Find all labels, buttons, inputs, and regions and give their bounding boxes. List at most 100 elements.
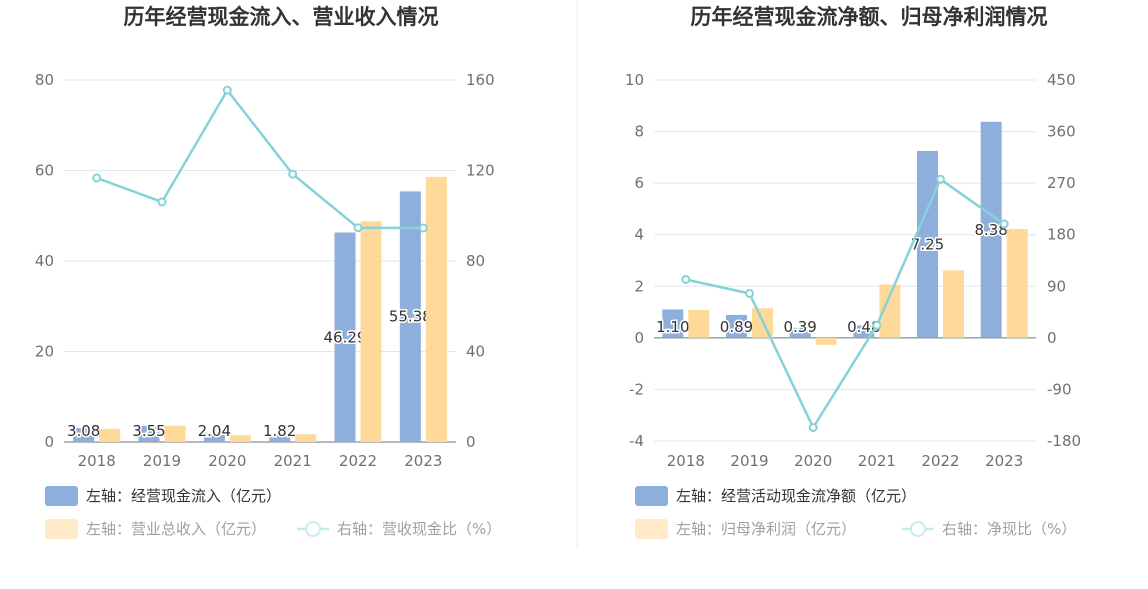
bar-secondary: [295, 434, 317, 442]
y-right-tick-label: 160: [466, 71, 495, 89]
y-right-tick-label: 90: [1047, 277, 1066, 295]
bar-primary: [334, 232, 356, 442]
y-left-tick-label: 0: [634, 329, 644, 347]
ratio-point: [353, 223, 363, 233]
ratio-point: [288, 169, 298, 179]
y-left-tick-label: 10: [625, 71, 644, 89]
ratio-point: [157, 197, 167, 207]
x-tick-label: 2020: [208, 452, 246, 470]
bar-primary: [203, 432, 225, 442]
ratio-point: [999, 219, 1009, 229]
bar-data-label: 46.29: [324, 328, 367, 346]
y-right-tick-label: -180: [1047, 432, 1081, 450]
bar-data-label: 3.08: [67, 422, 100, 440]
chart-panel-cash-inflow-revenue: 历年经营现金流入、营业收入情况 0 20 40 60 80 0 40 80 120 160 2018 2…: [35, 5, 501, 539]
x-tick-label: 2019: [143, 452, 181, 470]
chart-panel-cash-net-profit: 历年经营现金流净额、归母净利润情况 -4 -2 0 2 4 6 8 10 -180 -90 0 90 18…: [625, 5, 1081, 539]
x-tick-label: 2018: [78, 452, 116, 470]
y-left-tick-label: 40: [35, 252, 54, 270]
y-right-tick-label: 120: [466, 162, 495, 180]
ratio-point: [872, 320, 882, 330]
legend-swatch-primary-bar: [45, 486, 78, 506]
bar-primary: [138, 425, 160, 442]
ratio-point: [681, 274, 691, 284]
ratio-line: [96, 87, 424, 230]
bar-primary: [269, 433, 291, 442]
bar-data-label: 7.25: [911, 235, 944, 253]
y-right-tick-label: 450: [1047, 71, 1076, 89]
y-left-tick-label: 8: [634, 123, 644, 141]
x-tick-label: 2018: [667, 452, 705, 470]
y-left-tick-label: 80: [35, 71, 54, 89]
legend-label-secondary-bar: 左轴：营业总收入（亿元）: [86, 520, 266, 538]
bar-data-label: 1.10: [656, 318, 689, 336]
x-tick-label: 2020: [794, 452, 832, 470]
legend-swatch-secondary-bar: [635, 519, 668, 539]
bar-secondary: [99, 428, 121, 442]
legend-swatch-primary-bar: [635, 486, 668, 506]
y-left-tick-label: -4: [629, 432, 644, 450]
bar-primary: [662, 309, 684, 338]
y-right-tick-label: 270: [1047, 174, 1076, 192]
bar-primary: [789, 327, 811, 338]
ratio-point: [745, 289, 754, 299]
y-left-tick-label: 20: [35, 343, 54, 361]
x-tick-label: 2021: [274, 452, 312, 470]
bar-secondary: [688, 310, 710, 338]
bar-secondary: [943, 270, 964, 338]
bar-secondary: [1006, 229, 1028, 338]
bar-data-label: 0.89: [720, 318, 753, 336]
y-right-tick-label: -90: [1047, 380, 1072, 398]
x-tick-label: 2022: [339, 452, 377, 470]
y-left-tick-label: 0: [44, 433, 54, 451]
legend-line-circle: [910, 521, 926, 537]
bar-secondary: [815, 337, 837, 345]
y-right-tick-label: 360: [1047, 123, 1076, 141]
bar-secondary: [879, 284, 901, 338]
legend-label-ratio-line: 右轴：营收现金比（%）: [337, 520, 501, 538]
bar-primary: [399, 191, 421, 442]
y-left-tick-label: 4: [634, 226, 644, 244]
legend-swatch-secondary-bar: [45, 519, 78, 539]
legend-label-secondary-bar: 左轴：归母净利润（亿元）: [676, 520, 856, 538]
y-right-tick-label: 0: [466, 433, 476, 451]
y-left-tick-label: 60: [35, 162, 54, 180]
y-right-tick-label: 40: [466, 343, 485, 361]
bar-secondary: [164, 425, 186, 442]
bar-primary: [980, 121, 1002, 338]
bar-data-label: 1.82: [263, 422, 296, 440]
ratio-point: [222, 85, 232, 95]
y-right-tick-label: 0: [1047, 329, 1057, 347]
x-tick-label: 2021: [858, 452, 896, 470]
y-left-tick-label: -2: [629, 380, 644, 398]
ratio-point: [92, 173, 102, 183]
bar-primary: [853, 325, 875, 338]
y-left-tick-label: 2: [634, 277, 644, 295]
legend-label-primary-bar: 左轴：经营现金流入（亿元）: [86, 487, 281, 505]
bar-data-label: 2.04: [198, 422, 231, 440]
chart-title: 历年经营现金流净额、归母净利润情况: [691, 5, 1048, 29]
x-tick-label: 2019: [730, 452, 768, 470]
legend-label-ratio-line: 右轴：净现比（%）: [942, 520, 1076, 538]
bar-secondary: [229, 435, 251, 442]
bar-primary: [726, 314, 747, 338]
y-left-tick-label: 6: [634, 174, 644, 192]
y-right-tick-label: 80: [466, 252, 485, 270]
x-tick-label: 2022: [921, 452, 959, 470]
ratio-line: [685, 177, 1005, 431]
bar-primary: [73, 428, 95, 442]
bar-data-label: 55.38: [389, 308, 432, 326]
x-tick-label: 2023: [985, 452, 1023, 470]
bar-data-label: 0.39: [783, 318, 816, 336]
ratio-point: [936, 174, 945, 184]
x-tick-label: 2023: [404, 452, 442, 470]
bar-secondary: [360, 221, 382, 442]
bar-secondary: [425, 176, 447, 442]
legend-label-primary-bar: 左轴：经营活动现金流净额（亿元）: [676, 487, 916, 505]
ratio-point: [808, 423, 818, 433]
chart-title: 历年经营现金流入、营业收入情况: [124, 5, 439, 29]
ratio-point: [418, 223, 428, 233]
legend-line-circle: [305, 521, 321, 537]
